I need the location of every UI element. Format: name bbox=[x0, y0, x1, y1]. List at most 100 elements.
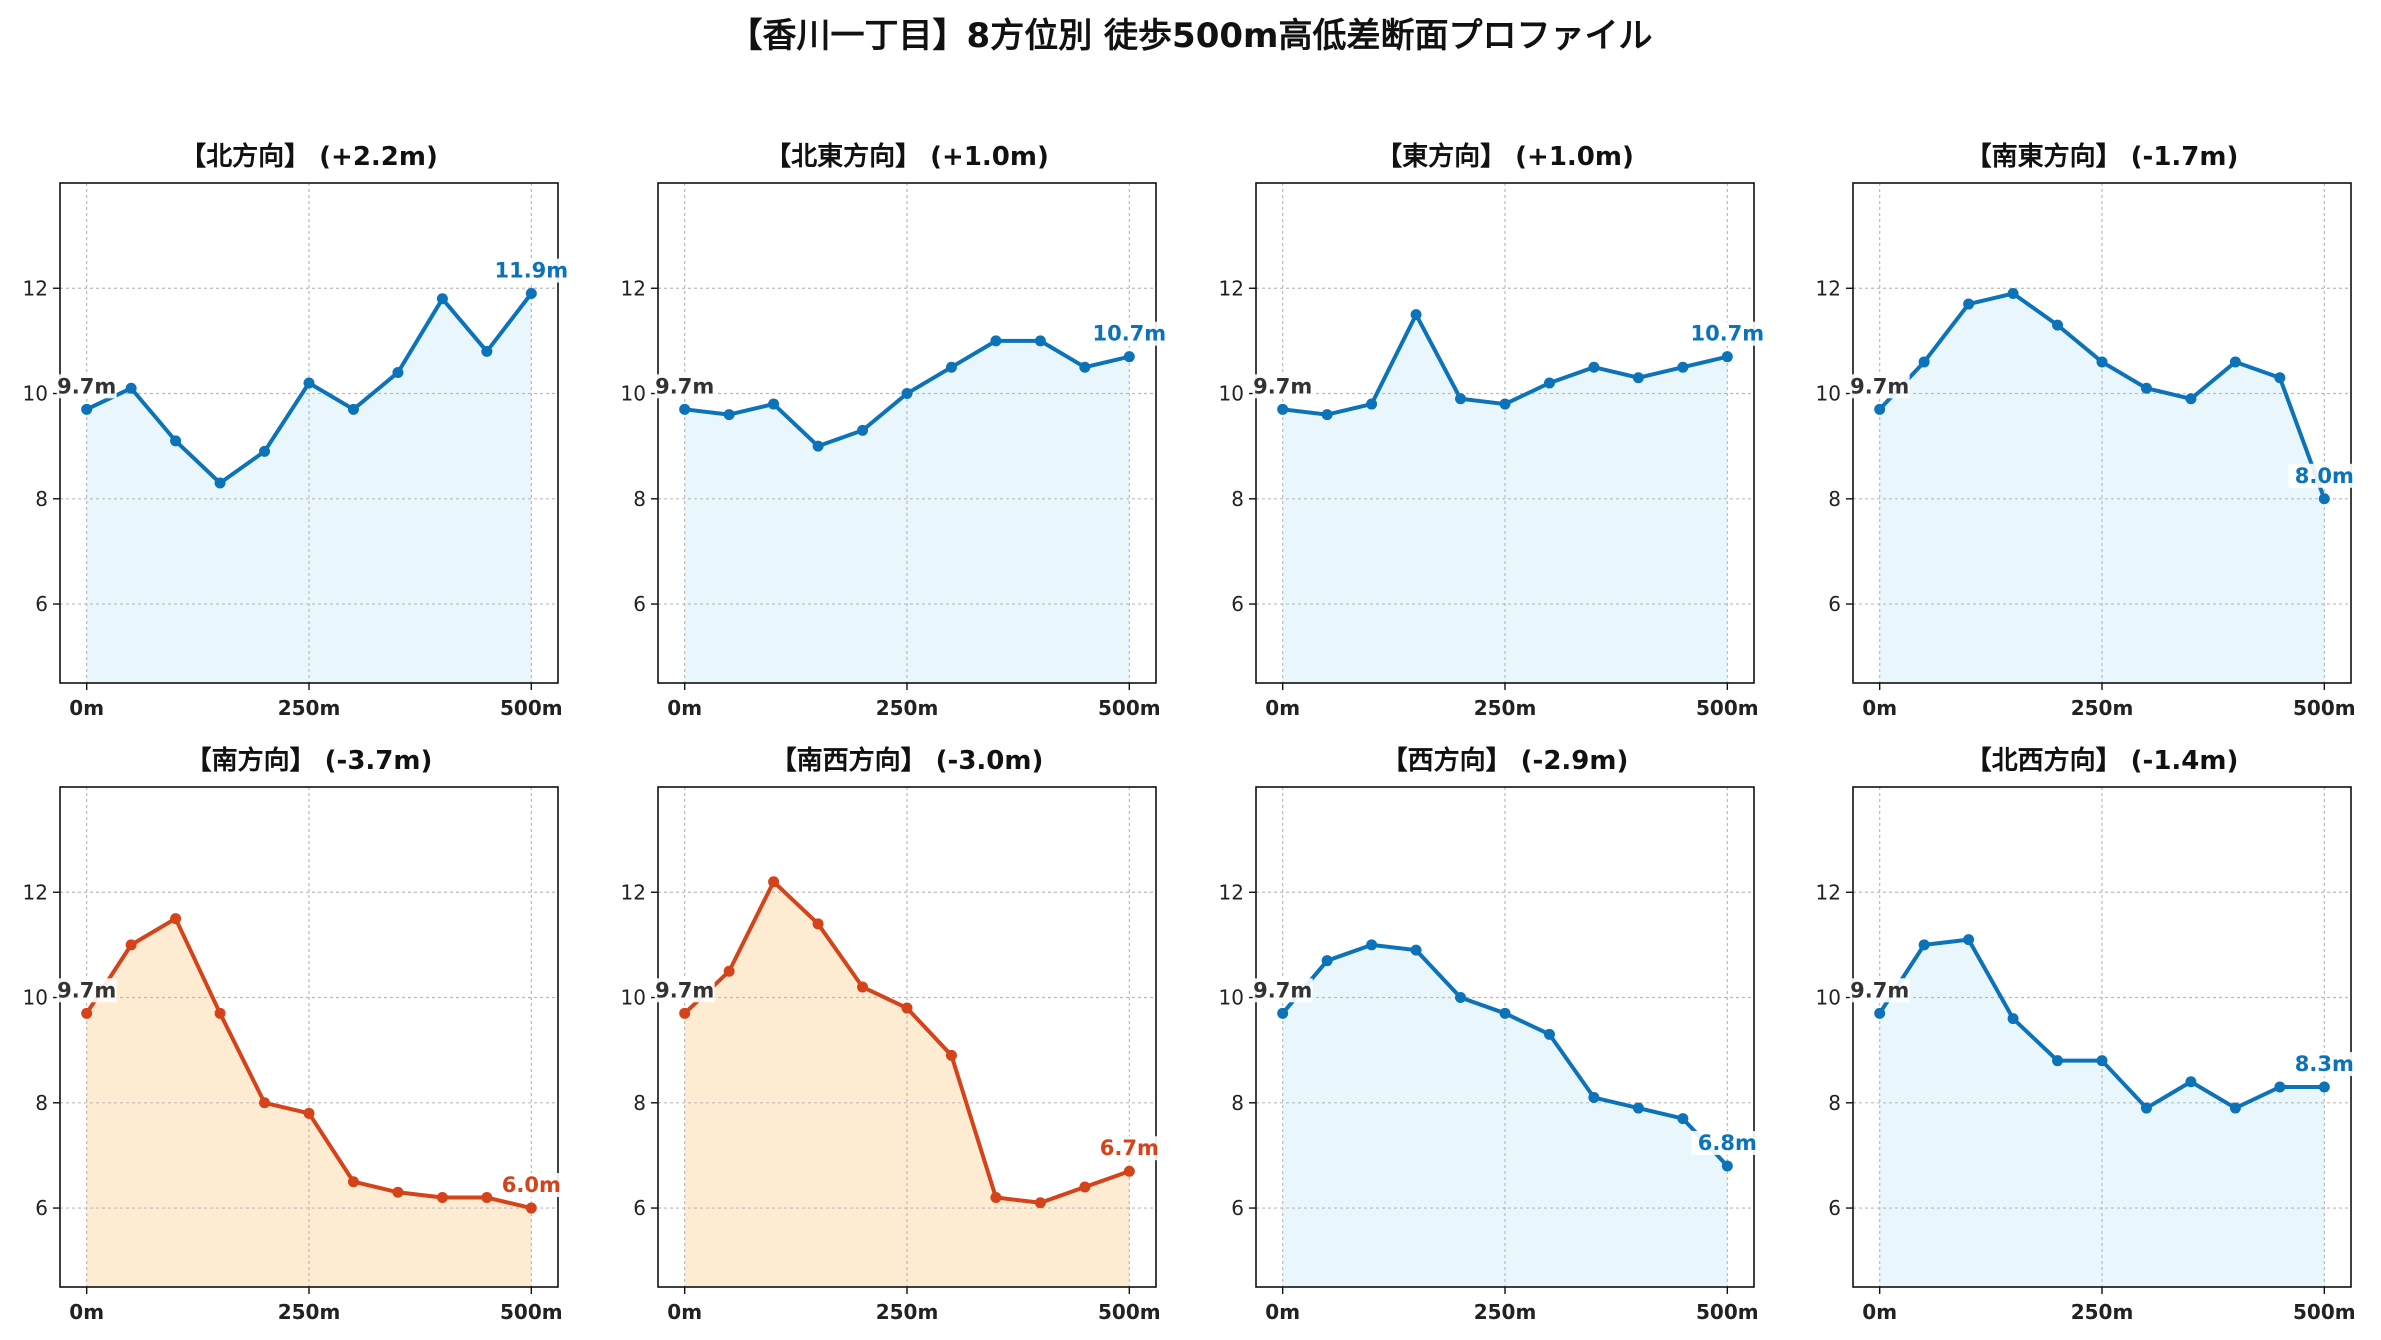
data-point bbox=[679, 403, 691, 415]
x-tick-label: 0m bbox=[1265, 1300, 1300, 1324]
end-label: 11.9m bbox=[494, 259, 568, 283]
chart-panel-6: 【西方向】 (-2.9m) 6 8 10 12 0m 250m 500m 9.7m 6.8m bbox=[1219, 745, 1764, 1324]
end-label-bg bbox=[495, 258, 568, 283]
data-point bbox=[2052, 319, 2064, 331]
y-tick-label: 12 bbox=[1219, 880, 1244, 904]
data-point bbox=[2274, 1081, 2286, 1093]
data-point bbox=[481, 345, 493, 357]
data-point bbox=[347, 1176, 359, 1188]
x-tick-label: 500m bbox=[2293, 696, 2356, 720]
data-point bbox=[1321, 409, 1333, 421]
panel-title: 【南方向】 (-3.7m) bbox=[186, 745, 433, 776]
data-point bbox=[436, 293, 448, 305]
x-tick-label: 500m bbox=[1696, 1300, 1759, 1324]
data-point bbox=[1588, 1092, 1600, 1104]
start-label-bg bbox=[1252, 374, 1313, 399]
y-tick-label: 10 bbox=[1219, 382, 1244, 406]
data-point bbox=[1874, 403, 1886, 415]
data-point bbox=[1079, 1181, 1091, 1193]
data-point bbox=[768, 398, 780, 410]
start-label-bg bbox=[654, 978, 715, 1003]
main-title: 【香川一丁目】8方位別 徒歩500m高低差断面プロファイル bbox=[728, 16, 1653, 56]
data-point bbox=[81, 403, 93, 415]
chart-panel-1: 【北東方向】 (+1.0m) 6 8 10 12 0m 250m 500m 9.7m 10.7m bbox=[621, 141, 1167, 720]
x-tick-label: 500m bbox=[2293, 1300, 2356, 1324]
x-tick-label: 0m bbox=[667, 1300, 702, 1324]
end-label: 8.3m bbox=[2295, 1052, 2354, 1076]
data-point bbox=[723, 965, 735, 977]
data-point bbox=[1034, 335, 1046, 347]
data-point bbox=[1588, 361, 1600, 373]
x-tick-label: 0m bbox=[667, 696, 702, 720]
y-tick-label: 10 bbox=[23, 382, 48, 406]
y-tick-label: 10 bbox=[23, 986, 48, 1010]
data-point bbox=[945, 361, 957, 373]
end-label: 6.8m bbox=[1698, 1131, 1757, 1155]
area-fill bbox=[1282, 944, 1728, 1287]
x-tick-label: 0m bbox=[1265, 696, 1300, 720]
data-point bbox=[2096, 1055, 2108, 1067]
start-label-bg bbox=[1849, 978, 1910, 1003]
end-label-bg bbox=[1691, 1130, 1764, 1155]
data-point bbox=[1918, 939, 1930, 951]
data-point bbox=[1455, 393, 1467, 405]
x-tick-label: 250m bbox=[876, 696, 939, 720]
end-label-bg bbox=[1093, 1136, 1166, 1161]
y-tick-label: 6 bbox=[1231, 592, 1244, 616]
data-point bbox=[901, 1002, 913, 1014]
data-point bbox=[1963, 298, 1975, 310]
x-tick-label: 0m bbox=[69, 1300, 104, 1324]
data-point bbox=[170, 913, 182, 925]
data-point bbox=[125, 939, 137, 951]
start-label: 9.7m bbox=[655, 374, 714, 398]
data-point bbox=[2185, 393, 2197, 405]
panel-title: 【西方向】 (-2.9m) bbox=[1382, 745, 1629, 776]
data-point bbox=[125, 382, 137, 394]
y-tick-label: 6 bbox=[1828, 1196, 1841, 1220]
data-point bbox=[1918, 356, 1930, 368]
data-point bbox=[2185, 1076, 2197, 1088]
end-label: 6.7m bbox=[1100, 1136, 1159, 1160]
y-tick-label: 10 bbox=[1816, 382, 1841, 406]
data-point bbox=[2229, 356, 2241, 368]
x-tick-label: 500m bbox=[1696, 696, 1759, 720]
x-tick-label: 250m bbox=[2071, 696, 2134, 720]
data-point bbox=[1277, 1007, 1289, 1019]
end-label-bg bbox=[1093, 321, 1166, 346]
y-tick-label: 10 bbox=[621, 382, 646, 406]
chart-panel-7: 【北西方向】 (-1.4m) 6 8 10 12 0m 250m 500m 9.7m 8.3m bbox=[1816, 745, 2361, 1324]
panel-title: 【南西方向】 (-3.0m) bbox=[771, 745, 1044, 776]
data-point bbox=[214, 1007, 226, 1019]
x-tick-label: 500m bbox=[1098, 1300, 1161, 1324]
data-point bbox=[1721, 351, 1733, 363]
data-point bbox=[768, 876, 780, 888]
data-point bbox=[1321, 955, 1333, 967]
y-tick-label: 12 bbox=[23, 276, 48, 300]
y-tick-label: 10 bbox=[621, 986, 646, 1010]
data-point bbox=[1874, 1007, 1886, 1019]
data-point bbox=[1499, 398, 1511, 410]
end-label: 6.0m bbox=[502, 1173, 561, 1197]
y-tick-label: 12 bbox=[1816, 276, 1841, 300]
panel-title: 【北西方向】 (-1.4m) bbox=[1966, 745, 2239, 776]
y-tick-label: 10 bbox=[1219, 986, 1244, 1010]
panel-title: 【東方向】 (+1.0m) bbox=[1376, 141, 1634, 172]
data-point bbox=[303, 377, 315, 389]
data-point bbox=[1366, 398, 1378, 410]
start-label: 9.7m bbox=[655, 978, 714, 1002]
panel-title: 【北東方向】 (+1.0m) bbox=[765, 141, 1049, 172]
x-tick-label: 250m bbox=[1474, 1300, 1537, 1324]
data-point bbox=[901, 388, 913, 400]
data-point bbox=[679, 1007, 691, 1019]
data-point bbox=[436, 1192, 448, 1204]
y-tick-label: 6 bbox=[633, 1196, 646, 1220]
data-point bbox=[2007, 288, 2019, 300]
end-label: 10.7m bbox=[1092, 322, 1166, 346]
area-fill bbox=[684, 881, 1130, 1287]
data-point bbox=[1632, 1102, 1644, 1114]
data-point bbox=[1543, 377, 1555, 389]
data-point bbox=[2096, 356, 2108, 368]
data-point bbox=[2318, 1081, 2330, 1093]
y-tick-label: 12 bbox=[23, 880, 48, 904]
